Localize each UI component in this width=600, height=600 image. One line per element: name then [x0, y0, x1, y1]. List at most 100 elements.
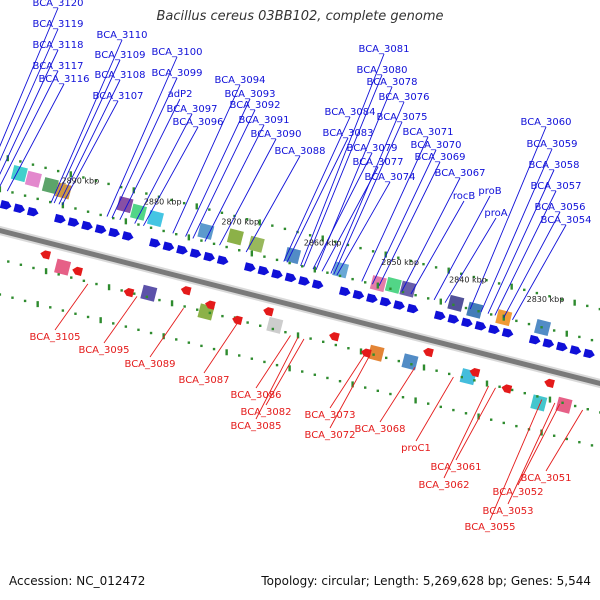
feature-block [10, 165, 28, 183]
tick-dot [0, 186, 2, 193]
tick-dot [288, 365, 291, 372]
label-leader [321, 166, 379, 272]
label-leader [143, 126, 199, 227]
tick-dot [548, 396, 552, 403]
gene-label: proB [478, 186, 501, 197]
tick-dot [57, 273, 60, 276]
tick-dot [359, 348, 363, 355]
tick-dot [149, 226, 153, 229]
tick-dot [94, 179, 98, 182]
feature-block [332, 261, 350, 279]
label-leader [315, 86, 393, 270]
gene-label: BCA_3086 [231, 390, 282, 401]
tick-dot [389, 287, 392, 290]
tick-dot [452, 303, 455, 307]
label-leader [255, 335, 291, 389]
tick-dot [502, 421, 505, 425]
tick-dot [288, 261, 291, 265]
tick-dot [560, 298, 564, 301]
tick-dot [510, 388, 514, 392]
tick-dot [112, 322, 115, 325]
tick-dot [208, 208, 211, 211]
tick-dot [447, 372, 451, 376]
tick-dot [74, 207, 77, 210]
forward-gene-arrow [474, 321, 487, 331]
tick-dot [44, 268, 48, 275]
tick-dot [19, 263, 23, 266]
gene-label: BCA_3077 [353, 157, 404, 168]
forward-gene-arrow [257, 265, 270, 276]
backbone-line [0, 227, 600, 387]
label-leader [329, 355, 370, 429]
label-leader [312, 152, 373, 270]
tick-dot [36, 197, 39, 201]
gene-label: BCA_3117 [33, 61, 84, 72]
label-leader [545, 409, 584, 472]
label-leader [286, 137, 349, 263]
genome-backbone [0, 225, 600, 389]
tick-dot [187, 341, 191, 344]
tick-dot [414, 397, 417, 404]
tick-dot [346, 243, 350, 247]
tick-dot [245, 218, 249, 221]
tick-dot [359, 246, 362, 250]
tick-dot [69, 171, 72, 178]
forward-gene-arrow [67, 217, 80, 227]
tick-dot [170, 198, 173, 202]
gene-label: BCA_3069 [415, 152, 466, 163]
tick-dot [426, 402, 430, 405]
tick-dot [389, 392, 392, 396]
label-leader [503, 211, 561, 318]
label-leader [0, 7, 59, 147]
feature-block [367, 344, 385, 362]
tick-dot [31, 163, 35, 166]
label-leader [333, 121, 403, 275]
tick-dot [124, 325, 128, 328]
tick-dot [149, 331, 153, 335]
tick-dot [422, 262, 425, 266]
tick-dot [145, 192, 148, 195]
tick-dot [137, 328, 140, 332]
gene-label: BCA_3055 [465, 522, 516, 533]
kbp-ticks: 2890 kbp 2880 kbp 2870 kbp 2860 kbp 2850 kbp… [61, 177, 564, 305]
tick-dot [107, 284, 111, 291]
tick-dot [86, 315, 90, 319]
reverse-gene-arrow [263, 307, 274, 317]
tick-dot [196, 308, 199, 311]
tick-dot [99, 317, 102, 324]
gene-label: BCA_3068 [355, 424, 406, 435]
forward-gene-arrow [298, 276, 310, 286]
gene-label: BCA_3105 [30, 332, 81, 343]
label-leader [371, 149, 437, 285]
tick-dot [578, 440, 581, 444]
forward-gene-arrow [393, 300, 405, 310]
gene-label: BCA_3096 [173, 117, 224, 128]
label-leader [245, 155, 301, 253]
forward-gene-arrow [108, 227, 120, 238]
tick-dot [119, 185, 123, 189]
gene-label: BCA_3083 [323, 128, 374, 139]
label-leader [111, 77, 178, 218]
tick-dot [107, 182, 110, 186]
feature-block [41, 177, 59, 195]
tick-dot [82, 279, 86, 283]
gene-label: BCA_3097 [167, 104, 218, 115]
tick-dot [540, 326, 543, 329]
forward-gene-arrow [447, 314, 460, 324]
forward-gene-arrow [203, 251, 215, 262]
tick-dot [351, 381, 354, 388]
gene-label: BCA_3110 [97, 30, 148, 41]
tick-dot [44, 166, 47, 170]
tick-dot [212, 347, 216, 351]
label-leader [401, 177, 461, 292]
gene-label: BCA_3108 [95, 70, 146, 81]
tick-dot [301, 265, 304, 268]
forward-gene-arrow [379, 296, 392, 307]
tick-dot [498, 385, 501, 388]
tick-dot [515, 424, 518, 428]
feature-block [54, 258, 72, 276]
tick-dot [372, 353, 375, 356]
feature-block [530, 394, 548, 412]
gene-label: BCA_3085 [231, 421, 282, 432]
gene-label: BCA_3070 [411, 140, 462, 151]
